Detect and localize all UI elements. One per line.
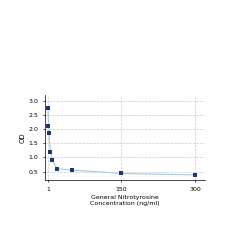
X-axis label: General Nitrotyrosine
Concentration (ng/ml): General Nitrotyrosine Concentration (ng/… (90, 195, 160, 205)
Y-axis label: OD: OD (20, 132, 26, 143)
